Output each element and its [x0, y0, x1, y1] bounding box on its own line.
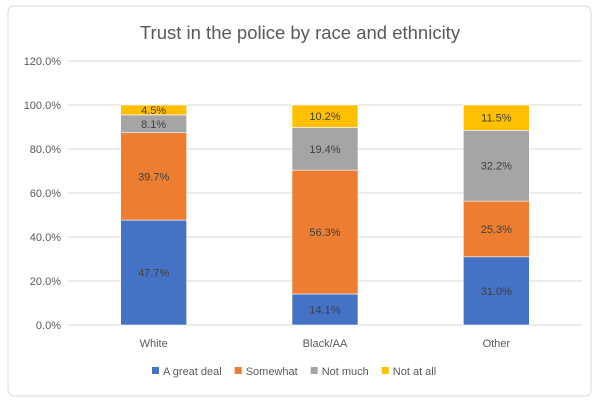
chart-title: Trust in the police by race and ethnicit… — [140, 22, 461, 43]
x-tick-label: Other — [483, 338, 511, 350]
bar-segment — [291, 104, 359, 128]
legend-label: Somewhat — [246, 366, 298, 378]
legend-swatch — [152, 367, 159, 374]
bar-segment — [463, 104, 530, 131]
data-label: 31.0% — [481, 286, 512, 298]
bar-segment — [463, 200, 530, 258]
data-label: 32.2% — [481, 161, 512, 173]
y-tick-label: 80.0% — [30, 144, 61, 156]
data-label: 4.5% — [141, 105, 166, 117]
x-tick-label: Black/AA — [303, 338, 348, 350]
data-label: 56.3% — [309, 227, 340, 239]
data-label: 10.2% — [309, 111, 340, 123]
bar-segment — [291, 293, 359, 326]
legend-item: Not much — [310, 366, 369, 378]
y-tick-label: 120.0% — [24, 56, 62, 68]
legend-swatch — [381, 367, 389, 374]
legend-item: Somewhat — [234, 366, 298, 378]
y-tick-label: 100.0% — [24, 100, 62, 112]
legend-label: Not much — [322, 366, 369, 378]
legend-item: A great deal — [152, 366, 222, 378]
data-label: 14.1% — [309, 304, 340, 316]
data-label: 47.7% — [138, 268, 169, 280]
data-label: 8.1% — [141, 119, 166, 131]
bar-segment — [291, 127, 359, 171]
legend-swatch — [310, 367, 318, 374]
data-label: 19.4% — [309, 144, 340, 156]
bar-segment — [291, 169, 359, 295]
y-tick-label: 20.0% — [30, 276, 61, 288]
legend-label: A great deal — [163, 366, 222, 378]
y-tick-label: 60.0% — [30, 188, 61, 200]
data-label: 39.7% — [138, 171, 169, 183]
data-label: 11.5% — [481, 113, 512, 125]
bar-segment — [120, 104, 187, 116]
bar-segment — [463, 130, 530, 202]
legend-swatch — [234, 367, 242, 374]
y-tick-label: 0.0% — [36, 320, 61, 332]
legend-item: Not at all — [381, 366, 436, 378]
data-label: 25.3% — [481, 224, 512, 236]
bar-segment — [463, 256, 530, 326]
y-tick-label: 40.0% — [30, 232, 61, 244]
x-tick-label: White — [140, 338, 168, 350]
bar-segment — [120, 132, 187, 221]
legend-label: Not at all — [393, 366, 436, 378]
